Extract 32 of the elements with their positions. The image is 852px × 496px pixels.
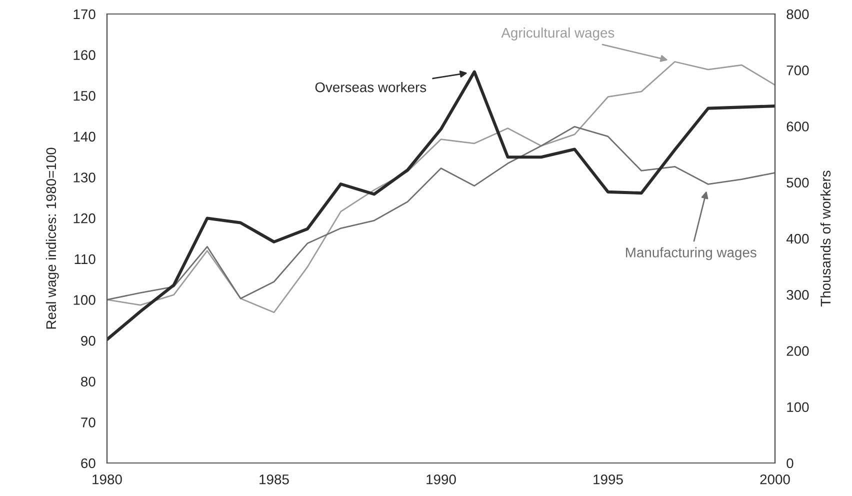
y2-tick-label: 600 bbox=[786, 122, 809, 132]
x-tick-label: 1980 bbox=[92, 474, 122, 484]
x-tick-label: 1985 bbox=[260, 474, 289, 484]
y-tick-label: 140 bbox=[74, 132, 96, 142]
y-tick-label: 160 bbox=[74, 50, 96, 60]
y2-tick-label: 800 bbox=[786, 9, 809, 20]
y-tick-label: 100 bbox=[74, 295, 96, 305]
y-tick-label: 120 bbox=[74, 213, 96, 224]
x-tick-label: 1990 bbox=[426, 474, 456, 484]
y2-tick-label: 100 bbox=[787, 402, 809, 412]
y-tick-label: 110 bbox=[74, 254, 96, 264]
y-axis-title: Real wage indices: 1980=100 bbox=[46, 148, 59, 329]
x-tick-label: 1995 bbox=[594, 474, 623, 484]
x-tick-label: 2000 bbox=[760, 474, 790, 484]
text: Agricultural wages bbox=[501, 28, 614, 40]
y-tick-label: 170 bbox=[74, 9, 96, 20]
y-tick-label: 90 bbox=[81, 336, 96, 346]
text: Manufacturing wages bbox=[626, 247, 756, 260]
line-series bbox=[107, 126, 775, 300]
y2-tick-label: 400 bbox=[786, 234, 809, 244]
y-tick-label: 70 bbox=[81, 418, 96, 428]
y2-axis-title: Thousands of workers bbox=[820, 170, 831, 306]
y2-tick-label: 500 bbox=[786, 178, 809, 188]
y-tick-label: 60 bbox=[81, 458, 96, 468]
y2-tick-label: 700 bbox=[786, 65, 809, 76]
y2-tick-label: 200 bbox=[786, 346, 809, 356]
y-tick-label: 150 bbox=[74, 90, 96, 101]
y2-tick-label: 300 bbox=[786, 290, 809, 300]
y2-tick-label: 0 bbox=[786, 458, 794, 468]
text: Overseas workers bbox=[315, 82, 426, 92]
y-tick-label: 130 bbox=[74, 172, 96, 182]
y-tick-label: 80 bbox=[81, 376, 96, 387]
